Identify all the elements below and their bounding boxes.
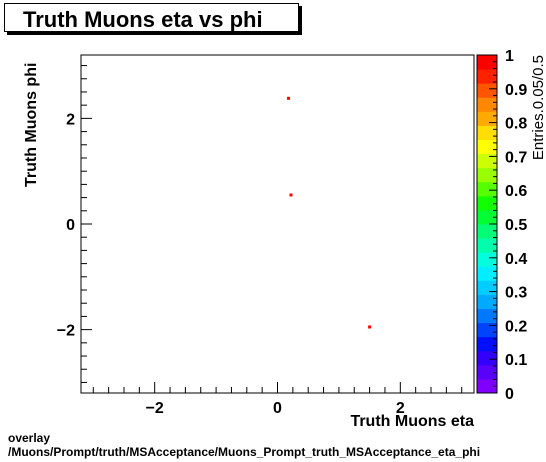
z-tick-label: 0.9 <box>505 82 527 99</box>
palette-band <box>477 336 497 352</box>
palette-band <box>477 322 497 338</box>
palette-band <box>477 209 497 225</box>
data-point <box>289 193 293 197</box>
z-tick-label: 0.5 <box>505 217 527 234</box>
y-axis-ticks: −2 0 2 <box>57 65 92 383</box>
palette-band <box>477 294 497 309</box>
z-tick-label: 0.7 <box>505 149 527 166</box>
y-tick-label: 0 <box>66 217 75 234</box>
z-tick-label: 0.6 <box>505 183 527 200</box>
palette-band <box>477 224 497 239</box>
plot-frame <box>80 54 475 394</box>
y-axis-label: Truth Muons phi <box>23 63 40 187</box>
palette-band <box>477 125 497 140</box>
palette-band <box>477 378 497 394</box>
palette-band <box>477 252 497 267</box>
x-tick-label: −2 <box>146 400 164 417</box>
data-point <box>368 325 372 329</box>
palette-band <box>477 111 497 126</box>
z-axis-label: Entries.0.05/0.5 <box>530 55 546 160</box>
palette-band <box>477 238 497 253</box>
z-axis-ticks: 0 0.1 0.2 0.3 0.4 0.5 0.6 0.7 0.8 0.9 1 <box>489 48 527 403</box>
data-points <box>287 96 372 329</box>
palette-band <box>477 350 497 366</box>
palette-band <box>477 308 497 324</box>
palette-band <box>477 364 497 380</box>
palette-band <box>477 69 497 84</box>
palette-band <box>477 139 497 155</box>
x-tick-label: 0 <box>273 400 282 417</box>
palette-band <box>477 181 497 197</box>
palette-band <box>477 167 497 183</box>
z-tick-label: 0.8 <box>505 116 527 133</box>
palette-band <box>477 280 497 295</box>
footer: overlay /Muons/Prompt/truth/MSAcceptance… <box>8 431 480 459</box>
palette-band <box>477 266 497 281</box>
z-tick-label: 0.1 <box>505 352 527 369</box>
chart-title: Truth Muons eta vs phi <box>23 7 263 32</box>
palette-band <box>477 97 497 112</box>
palette-band <box>477 153 497 169</box>
footer-line-2: /Muons/Prompt/truth/MSAcceptance/Muons_P… <box>8 445 481 459</box>
palette-band <box>477 83 497 98</box>
chart-canvas: −2 0 2 −202 00.10.20.30.40.50.60.70.80.91 … <box>23 48 546 430</box>
footer-line-1: overlay <box>8 431 51 445</box>
y-tick-label: 2 <box>66 111 75 128</box>
z-tick-label: 0 <box>505 386 514 403</box>
x-axis-label: Truth Muons eta <box>350 413 474 430</box>
x-axis-ticks: −2 0 2 <box>92 382 463 417</box>
palette-band <box>477 195 497 211</box>
y-tick-label: −2 <box>57 323 75 340</box>
z-tick-label: 1 <box>505 48 514 65</box>
data-point <box>287 96 291 100</box>
x-tick-label: 2 <box>396 400 405 417</box>
z-tick-label: 0.3 <box>505 285 527 302</box>
z-tick-label: 0.4 <box>505 251 527 268</box>
title-box: Truth Muons eta vs phi <box>4 3 299 32</box>
color-palette <box>476 54 498 394</box>
z-tick-label: 0.2 <box>505 318 527 335</box>
palette-band <box>477 55 497 70</box>
